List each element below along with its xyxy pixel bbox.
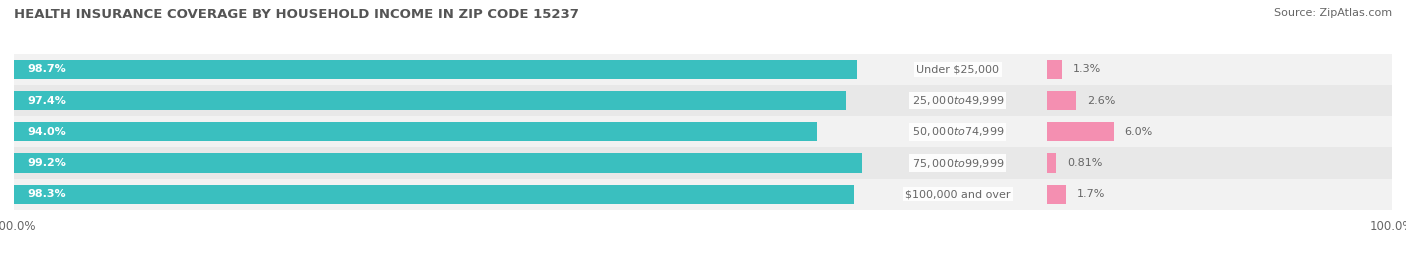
Text: $50,000 to $74,999: $50,000 to $74,999 [911,125,1004,138]
Bar [1047,153,1056,173]
Bar [14,185,853,204]
Text: 99.2%: 99.2% [28,158,66,168]
Text: $100,000 and over: $100,000 and over [905,189,1011,199]
Bar [14,153,862,173]
Text: 97.4%: 97.4% [28,95,66,106]
Text: 6.0%: 6.0% [1125,127,1153,137]
Text: Under $25,000: Under $25,000 [917,64,1000,75]
Text: 98.3%: 98.3% [28,189,66,199]
Bar [1047,185,1066,204]
Bar [14,179,1392,210]
Bar [14,122,817,141]
Text: $25,000 to $49,999: $25,000 to $49,999 [911,94,1004,107]
Text: $75,000 to $99,999: $75,000 to $99,999 [911,157,1004,169]
Bar [14,91,846,110]
Text: 94.0%: 94.0% [28,127,66,137]
Bar [14,60,858,79]
Text: 1.3%: 1.3% [1073,64,1101,75]
Bar [1047,122,1114,141]
Text: 1.7%: 1.7% [1077,189,1105,199]
Bar [1047,91,1076,110]
Text: 98.7%: 98.7% [28,64,66,75]
Text: 2.6%: 2.6% [1087,95,1115,106]
Text: 0.81%: 0.81% [1067,158,1102,168]
Bar [14,85,1392,116]
Text: HEALTH INSURANCE COVERAGE BY HOUSEHOLD INCOME IN ZIP CODE 15237: HEALTH INSURANCE COVERAGE BY HOUSEHOLD I… [14,8,579,21]
Bar [14,54,1392,85]
Bar [14,116,1392,147]
Bar [14,147,1392,179]
Bar [1047,60,1062,79]
Text: Source: ZipAtlas.com: Source: ZipAtlas.com [1274,8,1392,18]
